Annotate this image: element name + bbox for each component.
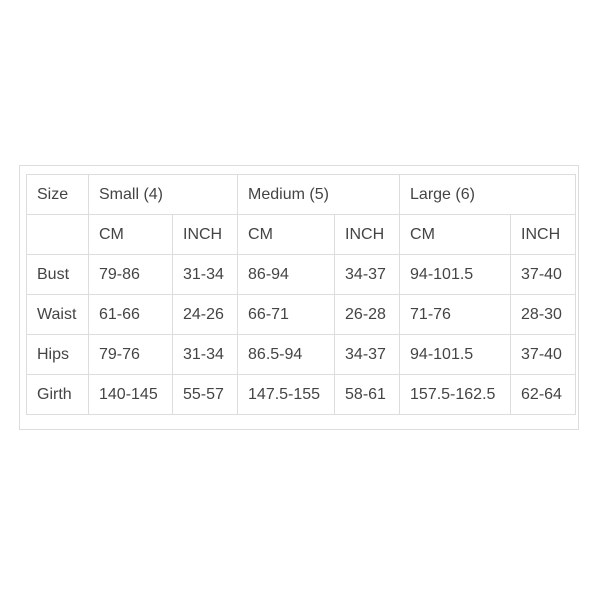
measurement-cell: 66-71	[237, 294, 336, 335]
unit-cell: CM	[88, 214, 173, 255]
measurement-cell: 147.5-155	[237, 374, 336, 415]
table-row: Bust 79-86 31-34 86-94 34-37 94-101.5 37-40	[26, 254, 577, 295]
header-row: Size Small (4) Medium (5) Large (6)	[26, 174, 577, 215]
group-small: Small (4)	[87, 174, 239, 215]
group-large: Large (6)	[399, 174, 577, 215]
measurement-cell: 62-64	[510, 374, 577, 415]
measurement-cell: 94-101.5	[399, 254, 512, 295]
measurement-cell: 61-66	[88, 294, 173, 335]
table-row: Waist 61-66 24-26 66-71 26-28 71-76 28-30	[26, 294, 577, 335]
measurement-cell: 79-76	[88, 334, 173, 375]
measurement-cell: 34-37	[334, 254, 401, 295]
size-chart-frame: Size Small (4) Medium (5) Large (6) CM I…	[19, 165, 579, 430]
measurement-cell: 140-145	[88, 374, 173, 415]
measurement-cell: 24-26	[171, 294, 239, 335]
unit-cell: CM	[237, 214, 336, 255]
unit-cell: INCH	[334, 214, 401, 255]
measurement-cell: 157.5-162.5	[399, 374, 512, 415]
measurement-cell: 26-28	[334, 294, 401, 335]
measurement-cell: 94-101.5	[399, 334, 512, 375]
row-label: Hips	[26, 334, 89, 375]
measurement-cell: 31-34	[171, 254, 239, 295]
measurement-cell: 28-30	[510, 294, 577, 335]
units-row: CM INCH CM INCH CM INCH	[26, 214, 577, 255]
measurement-cell: 79-86	[88, 254, 173, 295]
measurement-cell: 31-34	[171, 334, 239, 375]
measurement-cell: 55-57	[171, 374, 239, 415]
row-label: Bust	[26, 254, 89, 295]
row-label: Girth	[26, 374, 89, 415]
measurement-cell: 34-37	[334, 334, 401, 375]
measurement-cell: 86-94	[237, 254, 336, 295]
size-chart-table: Size Small (4) Medium (5) Large (6) CM I…	[26, 174, 577, 415]
row-label: Waist	[26, 294, 89, 335]
measurement-cell: 71-76	[399, 294, 512, 335]
table-row: Girth 140-145 55-57 147.5-155 58-61 157.5-162…	[26, 374, 577, 415]
measurement-cell: 58-61	[334, 374, 401, 415]
unit-cell: CM	[399, 214, 512, 255]
measurement-cell: 37-40	[510, 254, 577, 295]
measurement-cell: 86.5-94	[237, 334, 336, 375]
size-header: Size	[26, 174, 89, 215]
group-medium: Medium (5)	[237, 174, 401, 215]
measurement-cell: 37-40	[510, 334, 577, 375]
table-row: Hips 79-76 31-34 86.5-94 34-37 94-101.5 37-40	[26, 334, 577, 375]
empty-cell	[26, 214, 89, 255]
unit-cell: INCH	[510, 214, 577, 255]
unit-cell: INCH	[171, 214, 239, 255]
